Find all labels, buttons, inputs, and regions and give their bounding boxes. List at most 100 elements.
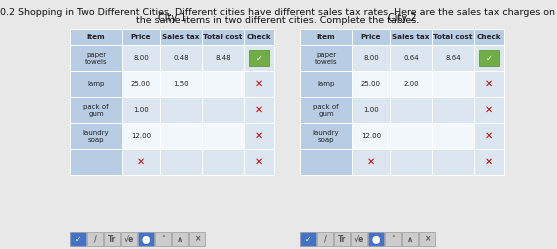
Text: ✕: ✕ bbox=[255, 157, 263, 167]
Bar bbox=[122, 149, 160, 175]
Bar bbox=[202, 123, 244, 149]
Bar bbox=[390, 123, 432, 149]
Bar bbox=[474, 29, 504, 45]
Bar bbox=[122, 71, 160, 97]
Text: lamp: lamp bbox=[317, 81, 335, 87]
Bar bbox=[160, 45, 202, 71]
Bar bbox=[419, 232, 435, 246]
Text: City 2: City 2 bbox=[388, 13, 416, 23]
Bar bbox=[244, 149, 274, 175]
Text: 8.64: 8.64 bbox=[445, 55, 461, 61]
Text: ✓: ✓ bbox=[305, 235, 311, 244]
Bar bbox=[202, 29, 244, 45]
Text: City 1: City 1 bbox=[158, 13, 186, 23]
Text: /: / bbox=[94, 235, 96, 244]
Text: paper
towels: paper towels bbox=[85, 52, 108, 64]
Bar bbox=[70, 149, 122, 175]
Text: ✕: ✕ bbox=[137, 157, 145, 167]
Bar bbox=[172, 232, 188, 246]
Bar bbox=[334, 232, 350, 246]
Bar bbox=[390, 29, 432, 45]
Text: √e: √e bbox=[124, 235, 134, 244]
Text: /: / bbox=[324, 235, 326, 244]
Bar bbox=[122, 29, 160, 45]
Bar bbox=[352, 29, 390, 45]
Bar bbox=[202, 71, 244, 97]
Text: ✕: ✕ bbox=[485, 157, 493, 167]
Bar bbox=[244, 97, 274, 123]
Bar bbox=[189, 232, 205, 246]
Bar bbox=[202, 45, 244, 71]
Bar bbox=[244, 123, 274, 149]
Text: √e: √e bbox=[354, 235, 364, 244]
Bar bbox=[249, 50, 268, 66]
Text: ˄: ˄ bbox=[391, 235, 395, 244]
Bar bbox=[352, 97, 390, 123]
Text: 0.64: 0.64 bbox=[403, 55, 419, 61]
Bar bbox=[122, 45, 160, 71]
Text: ∧: ∧ bbox=[407, 235, 413, 244]
Bar bbox=[160, 71, 202, 97]
Bar bbox=[432, 149, 474, 175]
Text: Price: Price bbox=[131, 34, 152, 40]
Bar bbox=[432, 123, 474, 149]
Bar bbox=[474, 45, 504, 71]
Text: pack of
gum: pack of gum bbox=[313, 104, 339, 117]
Bar bbox=[352, 71, 390, 97]
Bar bbox=[300, 71, 352, 97]
Bar bbox=[70, 29, 122, 45]
Bar bbox=[474, 71, 504, 97]
Bar bbox=[300, 149, 352, 175]
Text: ×: × bbox=[424, 235, 430, 244]
Text: 1.00: 1.00 bbox=[363, 107, 379, 113]
Bar bbox=[474, 97, 504, 123]
Bar bbox=[300, 29, 352, 45]
Bar bbox=[474, 123, 504, 149]
Bar bbox=[402, 232, 418, 246]
Bar bbox=[122, 97, 160, 123]
Bar bbox=[300, 232, 316, 246]
Bar bbox=[351, 232, 367, 246]
Text: Price: Price bbox=[361, 34, 381, 40]
Text: lamp: lamp bbox=[87, 81, 105, 87]
Text: Check: Check bbox=[247, 34, 271, 40]
Bar bbox=[432, 29, 474, 45]
Bar bbox=[202, 97, 244, 123]
Text: ✕: ✕ bbox=[485, 79, 493, 89]
Bar bbox=[352, 149, 390, 175]
Text: 25.00: 25.00 bbox=[131, 81, 151, 87]
Text: the same items in two different cities. Complete the tables.: the same items in two different cities. … bbox=[136, 16, 419, 25]
Bar bbox=[70, 97, 122, 123]
Text: Sales tax: Sales tax bbox=[392, 34, 429, 40]
Text: paper
towels: paper towels bbox=[315, 52, 338, 64]
Bar bbox=[70, 71, 122, 97]
Text: Item: Item bbox=[87, 34, 105, 40]
Bar bbox=[155, 232, 171, 246]
Bar bbox=[138, 232, 154, 246]
Bar bbox=[474, 149, 504, 175]
Text: 8.00: 8.00 bbox=[133, 55, 149, 61]
Bar bbox=[121, 232, 137, 246]
Text: ×: × bbox=[194, 235, 200, 244]
Bar bbox=[352, 123, 390, 149]
Text: ✓: ✓ bbox=[75, 235, 81, 244]
Text: Tr: Tr bbox=[108, 235, 116, 244]
Text: Check: Check bbox=[477, 34, 501, 40]
Bar bbox=[390, 97, 432, 123]
Bar bbox=[160, 149, 202, 175]
Bar bbox=[385, 232, 401, 246]
Bar bbox=[300, 45, 352, 71]
Bar bbox=[87, 232, 103, 246]
Text: 1.00: 1.00 bbox=[133, 107, 149, 113]
Text: Item: Item bbox=[317, 34, 335, 40]
Bar bbox=[70, 123, 122, 149]
Text: ⬤: ⬤ bbox=[141, 235, 150, 244]
Text: 8.48: 8.48 bbox=[215, 55, 231, 61]
Bar bbox=[368, 232, 384, 246]
Bar bbox=[352, 45, 390, 71]
Bar bbox=[390, 71, 432, 97]
Bar bbox=[244, 29, 274, 45]
Bar bbox=[479, 50, 499, 66]
Bar bbox=[432, 97, 474, 123]
Bar bbox=[122, 123, 160, 149]
